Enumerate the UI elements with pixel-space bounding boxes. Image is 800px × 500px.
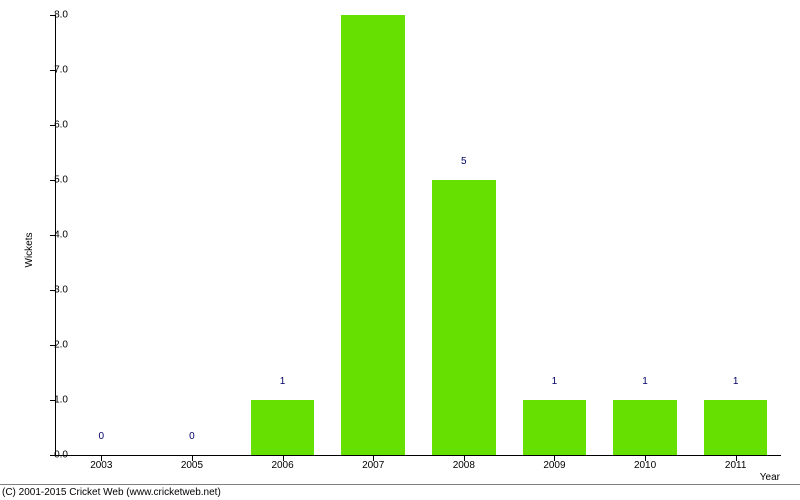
x-tick-label: 2010 [634, 460, 656, 471]
y-tick-label: 2.0 [54, 340, 68, 351]
x-tick-label: 2008 [453, 460, 475, 471]
bar-value-label: 1 [280, 376, 286, 387]
bar-value-label: 8 [370, 0, 376, 2]
footer-text: (C) 2001-2015 Cricket Web (www.cricketwe… [2, 487, 221, 498]
x-tick-label: 2011 [725, 460, 747, 471]
x-tick-label: 2003 [90, 460, 112, 471]
y-tick-label: 0.0 [54, 450, 68, 461]
bar [341, 15, 404, 455]
x-tick-label: 2006 [271, 460, 293, 471]
bar-value-label: 1 [733, 376, 739, 387]
bar [613, 400, 676, 455]
bar [704, 400, 767, 455]
y-tick-label: 4.0 [54, 230, 68, 241]
bar-value-label: 0 [189, 431, 195, 442]
bar [432, 180, 495, 455]
bar [523, 400, 586, 455]
y-tick-label: 3.0 [54, 285, 68, 296]
plot-area: 2003020050200612007820085200912010120111 [55, 15, 781, 456]
y-tick-label: 8.0 [54, 10, 68, 21]
footer-divider [0, 484, 800, 485]
x-tick-label: 2005 [181, 460, 203, 471]
bar-value-label: 0 [99, 431, 105, 442]
bar [251, 400, 314, 455]
bar-value-label: 1 [642, 376, 648, 387]
x-tick-label: 2007 [362, 460, 384, 471]
x-axis-title: Year [760, 472, 780, 483]
y-tick-label: 7.0 [54, 65, 68, 76]
x-tick-label: 2009 [543, 460, 565, 471]
bar-value-label: 5 [461, 156, 467, 167]
y-tick-label: 5.0 [54, 175, 68, 186]
bar-value-label: 1 [552, 376, 558, 387]
y-tick-label: 6.0 [54, 120, 68, 131]
chart-container: 2003 0 2005 0 2006 1 2007 8 2008 5 2009 1 2010 1 2011 1… [0, 0, 800, 500]
y-axis-title: Wickets [24, 233, 35, 268]
y-tick-label: 1.0 [54, 395, 68, 406]
